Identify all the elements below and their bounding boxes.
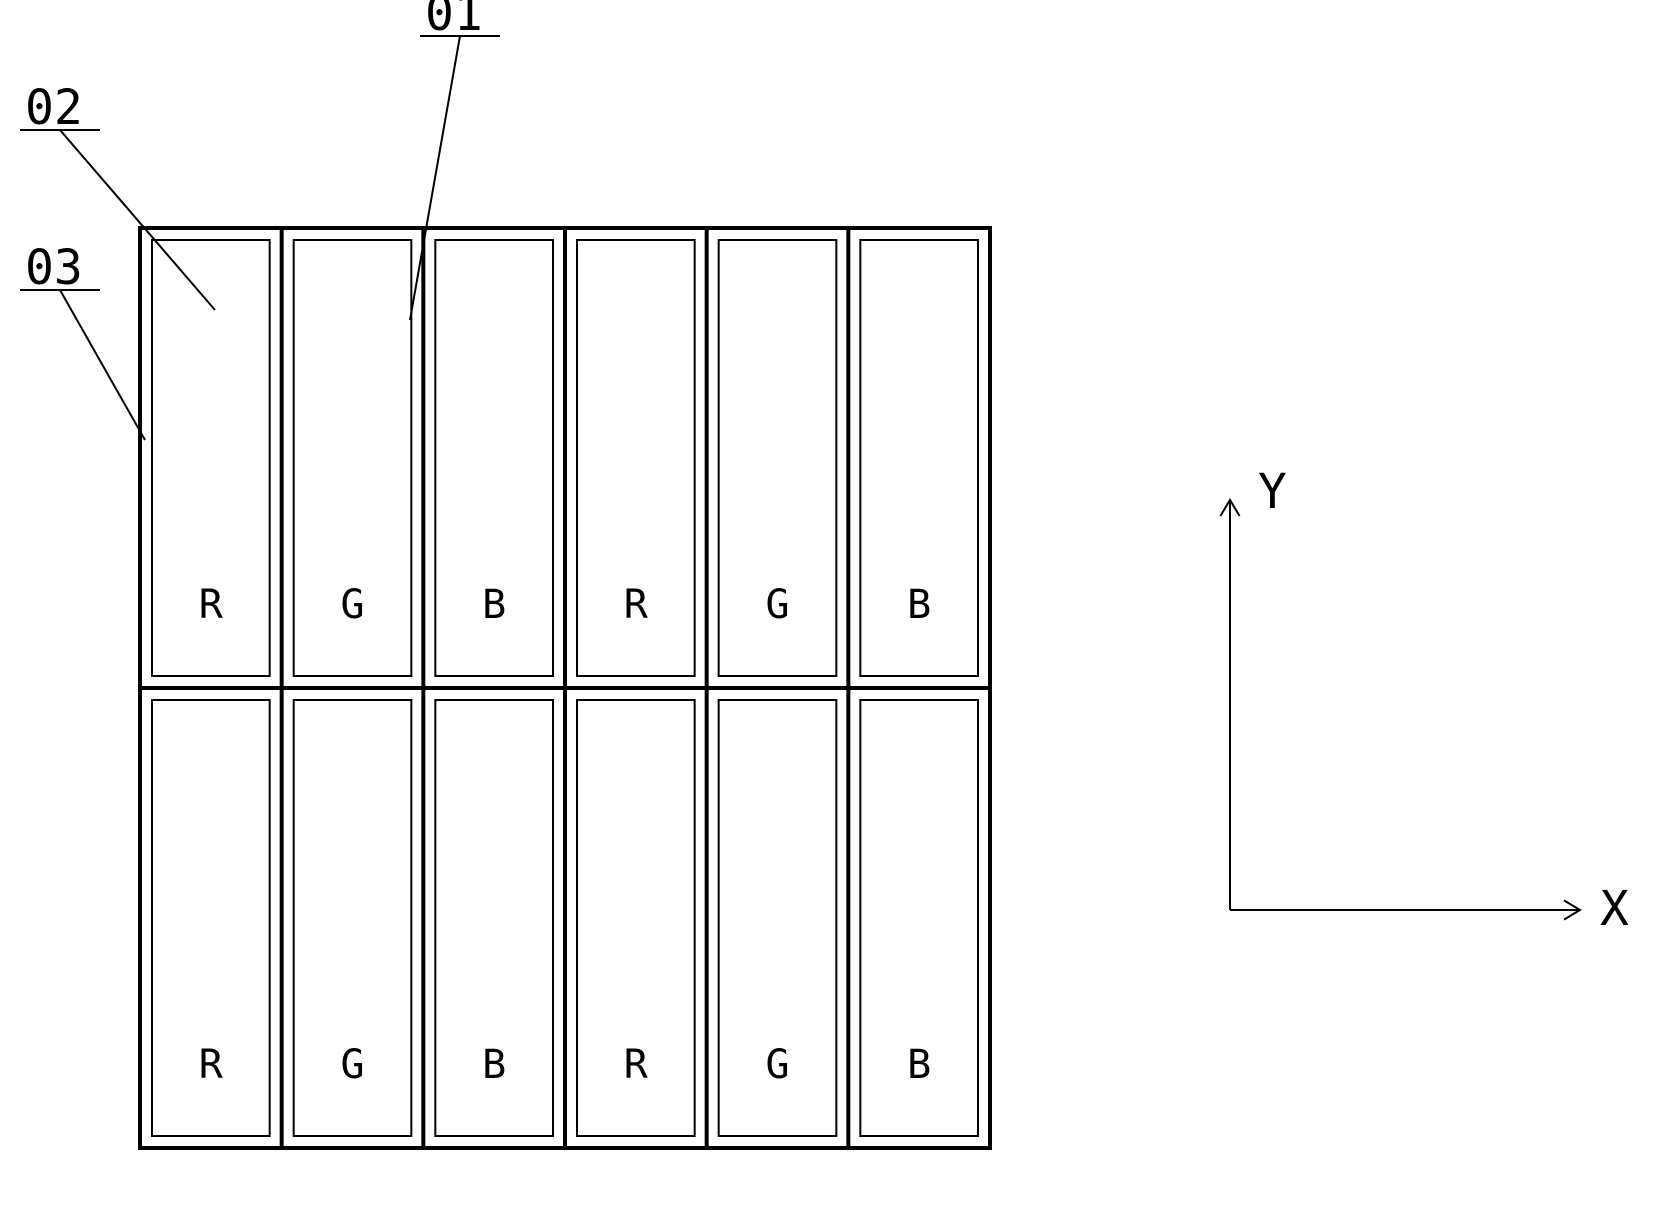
subpixel-label: B [907, 582, 931, 628]
subpixel-label: R [624, 1042, 649, 1088]
callout-02-leader [60, 130, 215, 310]
subpixel-label: G [765, 1042, 789, 1088]
subpixel-label: G [340, 1042, 364, 1088]
subpixel-label: G [340, 582, 364, 628]
subpixel-label: R [199, 1042, 224, 1088]
callout-02-label: 02 [25, 80, 83, 136]
axis-x-label: X [1600, 881, 1629, 937]
callout-03-label: 03 [25, 240, 83, 296]
callout-01-label: 01 [425, 0, 483, 42]
subpixel-label: B [907, 1042, 931, 1088]
subpixel-label: G [765, 582, 789, 628]
axis-y-label: Y [1258, 464, 1287, 520]
subpixel-label: R [624, 582, 649, 628]
callout-03-leader [60, 290, 145, 440]
subpixel-label: R [199, 582, 224, 628]
subpixel-label: B [482, 582, 506, 628]
subpixel-label: B [482, 1042, 506, 1088]
